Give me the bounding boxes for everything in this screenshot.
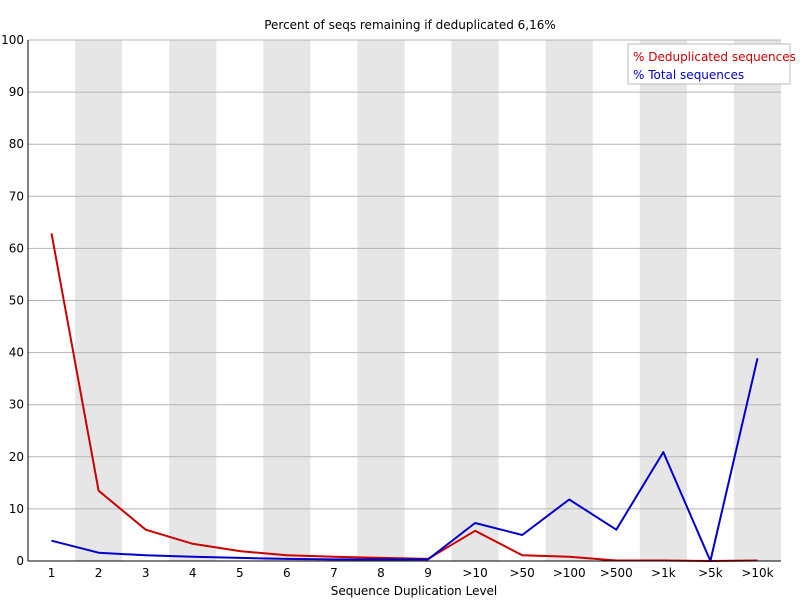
x-tick-label: 2 <box>95 566 103 580</box>
y-tick-label: 0 <box>16 554 24 568</box>
y-tick-label: 30 <box>9 398 24 412</box>
y-tick-label: 40 <box>9 346 24 360</box>
y-tick-label: 50 <box>9 294 24 308</box>
x-tick-labels: 1 2 3 4 5 6 7 8 9 >10 >50 >100 >500 >1k >5k >10k <box>48 566 774 580</box>
horizontal-gridlines <box>28 39 781 510</box>
x-tick-label: 5 <box>236 566 244 580</box>
x-tick-label: 6 <box>283 566 291 580</box>
x-tick-label: >1k <box>651 566 676 580</box>
legend-box <box>627 43 791 85</box>
y-tick-labels: 0 10 20 30 40 50 60 70 80 90 100 <box>1 33 24 568</box>
x-tick-label: >500 <box>600 566 633 580</box>
y-tick-label: 70 <box>9 189 24 203</box>
x-tick-label: 9 <box>424 566 432 580</box>
x-tick-label: 1 <box>48 566 56 580</box>
x-tick-label: >10 <box>462 566 487 580</box>
y-tick-label: 80 <box>9 137 24 151</box>
y-tick-label: 20 <box>9 450 24 464</box>
y-tick-label: 100 <box>1 33 24 47</box>
x-tick-label: >5k <box>698 566 723 580</box>
series-line-total <box>51 358 759 562</box>
x-tick-label: 4 <box>189 566 197 580</box>
y-tick-label: 10 <box>9 502 24 516</box>
legend: % Deduplicated sequences % Total sequenc… <box>627 43 796 85</box>
y-tick-label: 60 <box>9 241 24 255</box>
x-tick-label: 7 <box>330 566 338 580</box>
x-tick-label: 3 <box>142 566 150 580</box>
y-tick-label: 90 <box>9 85 24 99</box>
legend-entry-deduplicated: % Deduplicated sequences <box>633 50 796 64</box>
chart-title: Percent of seqs remaining if deduplicate… <box>264 18 556 32</box>
x-tick-label: >10k <box>741 566 773 580</box>
x-axis-label: Sequence Duplication Level <box>331 584 498 598</box>
x-tick-label: >100 <box>553 566 586 580</box>
legend-entry-total: % Total sequences <box>633 68 744 82</box>
x-tick-label: >50 <box>509 566 534 580</box>
x-tick-label: 8 <box>377 566 385 580</box>
